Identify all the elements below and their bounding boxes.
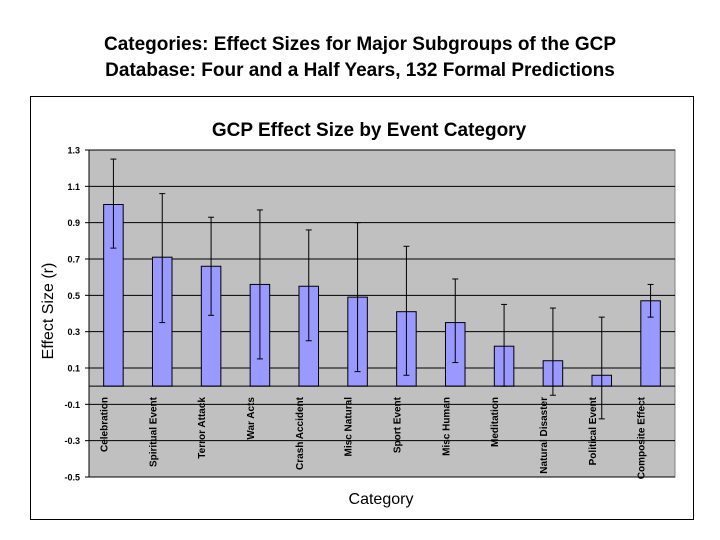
y-axis-title: Effect Size (r)	[40, 263, 57, 360]
y-tick-label: 0.5	[67, 291, 80, 301]
y-tick-label: 0.7	[67, 255, 80, 265]
x-tick-label: Misc Natural	[344, 397, 355, 457]
x-tick-label: Sport Event	[392, 396, 403, 453]
error-bars	[110, 158, 654, 420]
y-tick-label: 0.1	[67, 364, 80, 374]
y-tick-label: 1.3	[67, 146, 80, 156]
slide-title-line-1: Categories: Effect Sizes for Major Subgr…	[103, 34, 616, 55]
bar-chart: GCP Effect Size by Event Category 1.3 1.1…	[40, 120, 676, 508]
y-tick-label: 0.9	[67, 218, 80, 228]
x-tick-label: Meditation	[490, 397, 501, 447]
x-tick-label: Political Event	[588, 396, 599, 465]
x-axis-labels: Celebration Spiritual Event Terror Attack W…	[99, 396, 647, 479]
y-tick-label: -0.1	[64, 400, 80, 410]
slide-title-line-2: Database: Four and a Half Years, 132 For…	[105, 60, 615, 81]
x-tick-label: War Acts	[246, 397, 257, 440]
y-axis-ticks: 1.3 1.1 0.9 0.7 0.5 0.3 0.1 -0.1 -0.3 -0.5	[64, 146, 90, 483]
y-tick-label: -0.5	[64, 473, 80, 483]
chart-title: GCP Effect Size by Event Category	[212, 120, 527, 141]
x-axis-title: Category	[349, 491, 414, 508]
y-tick-label: 1.1	[67, 182, 80, 192]
y-tick-label: -0.3	[64, 436, 80, 446]
y-tick-label: 0.3	[67, 327, 80, 337]
x-tick-label: Misc Human	[441, 397, 452, 456]
x-tick-label: Celebration	[99, 397, 110, 452]
gridlines	[89, 149, 675, 478]
chart-frame: GCP Effect Size by Event Category 1.3 1.1…	[30, 96, 694, 520]
slide-title: Categories: Effect Sizes for Major Subgr…	[0, 32, 720, 84]
x-tick-label: Terror Attack	[197, 397, 208, 459]
x-tick-label: Composite Effect	[637, 396, 648, 479]
x-tick-label: Natural Disaster	[539, 397, 550, 474]
x-tick-label: Crash Accident	[295, 396, 306, 470]
x-tick-label: Spiritual Event	[148, 396, 159, 467]
plot-area	[88, 149, 676, 478]
bars	[89, 204, 675, 387]
